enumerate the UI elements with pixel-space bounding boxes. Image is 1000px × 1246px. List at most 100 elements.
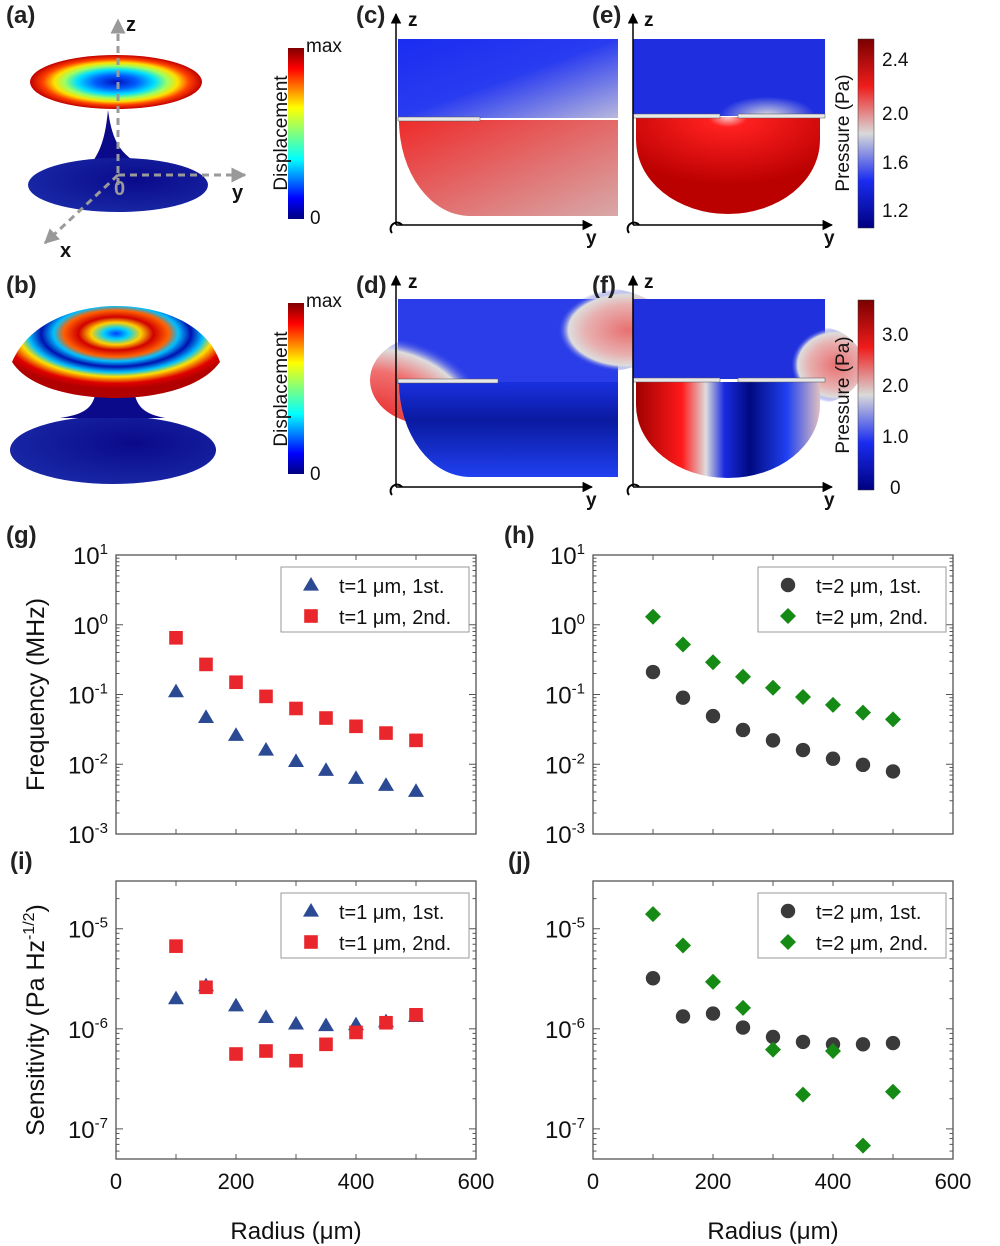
legend-label: t=1 μm, 2nd. xyxy=(339,933,451,955)
base-disk xyxy=(10,416,216,484)
data-point-circle xyxy=(735,722,751,738)
data-point-square xyxy=(409,1008,423,1022)
data-point-diamond xyxy=(765,1041,781,1058)
data-point-circle xyxy=(705,1006,721,1021)
y-tick-label: 10-3 xyxy=(68,820,108,849)
x-axis-arrow xyxy=(43,173,120,245)
legend-marker-circle xyxy=(780,903,796,919)
chart-i: 10-5 10-6 10-70 200 400 600 Radius (μm) Sensiti… xyxy=(21,880,494,1245)
axis-label-z: z xyxy=(408,10,418,31)
x-axis-label: Radius (μm) xyxy=(230,1218,361,1245)
data-point-diamond xyxy=(765,679,781,696)
data-point-diamond xyxy=(735,999,751,1016)
membrane xyxy=(397,116,481,122)
panel-a xyxy=(28,18,304,245)
y-tick-label: 100 xyxy=(550,611,585,640)
membrane-right xyxy=(737,377,826,383)
y-tick-label: 10-7 xyxy=(68,1115,108,1144)
y-tick-label: 10-7 xyxy=(545,1115,585,1144)
data-point-triangle xyxy=(348,770,364,784)
legend-box xyxy=(757,892,947,959)
y-tick-label: 10-2 xyxy=(545,750,585,779)
data-point-circle xyxy=(855,757,871,773)
data-point-diamond xyxy=(885,711,901,728)
data-point-circle xyxy=(675,690,691,705)
data-point-circle xyxy=(825,751,841,766)
data-point-triangle xyxy=(168,990,184,1005)
data-point-square xyxy=(229,1047,243,1061)
data-point-triangle xyxy=(318,762,334,776)
data-point-diamond xyxy=(735,668,751,685)
data-point-square xyxy=(229,675,243,690)
y-tick-label: 10-1 xyxy=(68,681,108,710)
y-tick-label: 10-6 xyxy=(68,1015,108,1044)
y-tick-label: 10-5 xyxy=(545,915,585,944)
membrane-left xyxy=(632,377,721,383)
data-point-circle xyxy=(795,742,811,758)
axis-label-y: y xyxy=(586,490,597,511)
data-point-square xyxy=(289,701,303,716)
colorbar-e xyxy=(857,38,875,229)
panel-label-g: (g) xyxy=(6,522,37,549)
colorbar-tick: 3.0 xyxy=(882,325,909,346)
colorbar-tick: 0 xyxy=(890,478,901,499)
colorbar-tick: 2.0 xyxy=(882,104,909,125)
rotation-icon xyxy=(389,483,403,496)
y-tick-label: 100 xyxy=(73,611,108,640)
cavity-domain xyxy=(399,382,618,477)
axis-label-y: y xyxy=(824,228,835,249)
y-tick-label: 101 xyxy=(73,541,108,570)
legend-label: t=2 μm, 2nd. xyxy=(816,607,928,629)
data-point-triangle xyxy=(318,1017,334,1032)
data-point-square xyxy=(319,711,333,725)
colorbar-max-label: max xyxy=(306,291,342,312)
legend-label: t=2 μm, 1st. xyxy=(816,902,921,924)
colorbar-title: Pressure (Pa) xyxy=(833,336,854,454)
colorbar-max-label: max xyxy=(306,36,342,57)
legend-label: t=2 μm, 1st. xyxy=(816,576,921,598)
data-point-diamond xyxy=(885,1083,901,1100)
legend-marker-triangle xyxy=(303,577,319,591)
panel-label-c: (c) xyxy=(356,2,386,29)
legend-label: t=1 μm, 1st. xyxy=(339,576,444,598)
data-point-triangle xyxy=(228,997,244,1012)
legend-marker-circle xyxy=(780,577,796,593)
panel-label-d: (d) xyxy=(356,272,387,299)
air-domain xyxy=(633,39,825,116)
data-point-circle xyxy=(765,1029,781,1045)
legend-label: t=1 μm, 1st. xyxy=(339,902,444,924)
cavity-domain xyxy=(399,120,618,216)
data-point-square xyxy=(259,1044,273,1058)
data-point-triangle xyxy=(288,753,304,767)
legend-label: t=1 μm, 2nd. xyxy=(339,607,451,629)
data-point-triangle xyxy=(408,783,424,797)
x-tick-label: 0 xyxy=(110,1169,122,1194)
panel-label-h: (h) xyxy=(504,522,535,549)
y-tick-label: 10-1 xyxy=(545,681,585,710)
data-point-diamond xyxy=(825,1043,841,1060)
rotation-icon xyxy=(626,221,640,234)
panel-label-i: (i) xyxy=(10,848,33,875)
legend-marker-square xyxy=(304,609,318,623)
x-tick-label: 400 xyxy=(338,1169,375,1194)
x-tick-label: 0 xyxy=(587,1169,599,1194)
chart-g: 101 100 10-1 10-2 10-3 Frequency (MHz) t=1 μm,… xyxy=(22,541,477,849)
colorbar-tick: 1.2 xyxy=(882,201,909,222)
colorbar-min-label: 0 xyxy=(310,464,321,485)
panel-d xyxy=(370,274,670,496)
membrane-right xyxy=(737,113,826,119)
colorbar-tick: 2.0 xyxy=(882,376,909,397)
membrane-neck xyxy=(60,395,165,418)
x-axis-label: Radius (μm) xyxy=(707,1218,838,1245)
legend-marker-diamond xyxy=(780,608,796,624)
panel-label-j: (j) xyxy=(508,848,531,875)
data-point-diamond xyxy=(855,704,871,721)
data-point-circle xyxy=(645,971,661,986)
colorbar-title: Pressure (Pa) xyxy=(833,74,854,192)
membrane xyxy=(397,378,499,384)
colorbar-f xyxy=(857,299,875,491)
data-point-circle xyxy=(795,1034,811,1050)
data-point-circle xyxy=(765,733,781,748)
data-point-diamond xyxy=(705,973,721,990)
